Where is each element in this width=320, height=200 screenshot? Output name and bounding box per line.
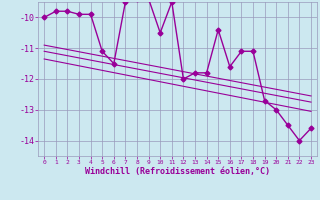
X-axis label: Windchill (Refroidissement éolien,°C): Windchill (Refroidissement éolien,°C)	[85, 167, 270, 176]
